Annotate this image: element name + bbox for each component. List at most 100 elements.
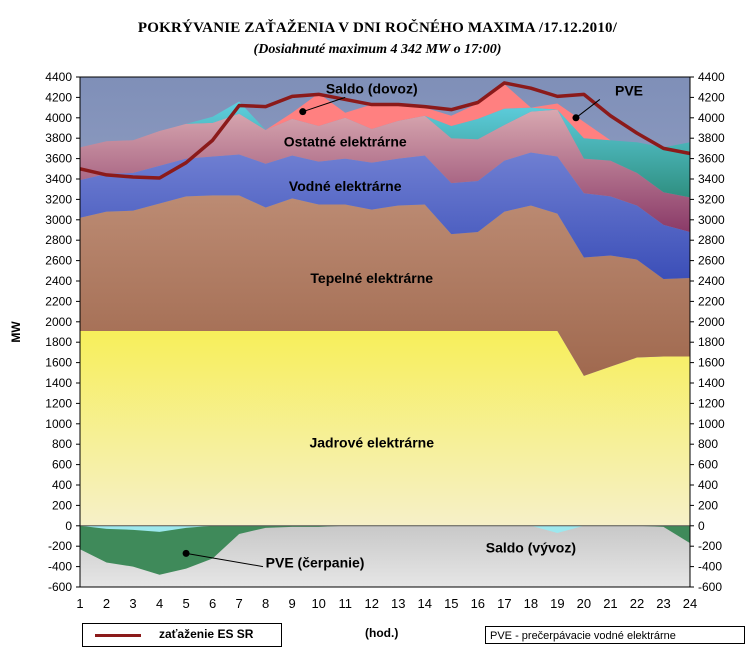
leader-pumping	[186, 552, 264, 568]
y-tick-right: 600	[698, 458, 718, 472]
y-tick-left: 1600	[45, 356, 72, 370]
x-tick-label: 5	[182, 596, 189, 611]
x-tick-label: 8	[262, 596, 269, 611]
leader-pve-dot	[572, 114, 580, 122]
y-tick-right: 3200	[698, 192, 725, 206]
label-other: Ostatné elektrárne	[284, 133, 407, 149]
plot-border	[79, 76, 691, 588]
leader-import-dot	[299, 108, 307, 116]
y-tick-left: -400	[48, 560, 72, 574]
y-tick-right: 2800	[698, 233, 725, 247]
x-tick-label: 7	[236, 596, 243, 611]
label-nuclear: Jadrové elektrárne	[309, 434, 434, 450]
y-tick-right: 1400	[698, 376, 725, 390]
y-tick-left: 3800	[45, 131, 72, 145]
y-tick-right: 3800	[698, 131, 725, 145]
y-tick-right: 2000	[698, 315, 725, 329]
leader-pumping-dot	[182, 549, 190, 557]
y-tick-right: 1200	[698, 396, 725, 410]
y-tick-left: 3400	[45, 172, 72, 186]
chart-subtitle: (Dosiahnuté maximum 4 342 MW o 17:00)	[253, 42, 502, 57]
label-export: Saldo (vývoz)	[486, 539, 576, 555]
y-tick-left: 0	[65, 519, 72, 533]
x-tick-label: 21	[603, 596, 617, 611]
y-tick-left: 3600	[45, 152, 72, 166]
legend-load-swatch	[95, 634, 141, 637]
y-axis-label: MW	[9, 321, 23, 343]
x-tick-label: 23	[656, 596, 670, 611]
y-tick-right: 2600	[698, 254, 725, 268]
x-tick-label: 15	[444, 596, 458, 611]
y-tick-left: 4200	[45, 90, 72, 104]
chart-title: POKRÝVANIE ZAŤAŽENIA V DNI ROČNÉHO MAXIM…	[137, 20, 618, 36]
x-tick-label: 17	[497, 596, 511, 611]
load-line	[79, 81, 691, 180]
label-thermal: Tepelné elektrárne	[310, 270, 433, 286]
y-tick-left: 3000	[45, 213, 72, 227]
y-tick-left: -200	[48, 539, 72, 553]
y-tick-left: 2800	[45, 233, 72, 247]
y-tick-left: 2000	[45, 315, 72, 329]
x-tick-label: 22	[630, 596, 644, 611]
area-thermal	[80, 195, 690, 376]
y-tick-left: 2600	[45, 254, 72, 268]
leader-import	[302, 96, 346, 113]
y-tick-left: 1200	[45, 396, 72, 410]
label-pve: PVE	[615, 82, 643, 98]
y-tick-left: 4000	[45, 111, 72, 125]
label-hydro: Vodné elektrárne	[289, 178, 402, 194]
y-tick-right: 2200	[698, 294, 725, 308]
x-tick-label: 2	[103, 596, 110, 611]
y-tick-right: 4200	[698, 90, 725, 104]
x-tick-label: 12	[365, 596, 379, 611]
area-other	[80, 109, 690, 233]
legend: zaťaženie ES SR	[82, 623, 282, 647]
y-tick-left: 200	[52, 498, 72, 512]
legend-load-label: zaťaženie ES SR	[159, 627, 254, 641]
y-tick-right: 800	[698, 437, 718, 451]
x-tick-label: 10	[311, 596, 325, 611]
y-tick-right: 1600	[698, 356, 725, 370]
x-tick-label: 6	[209, 596, 216, 611]
y-tick-left: 1400	[45, 376, 72, 390]
y-tick-left: 4400	[45, 70, 72, 84]
y-tick-right: 3000	[698, 213, 725, 227]
area-hydro	[80, 152, 690, 279]
label-import: Saldo (dovoz)	[326, 80, 418, 96]
x-tick-label: 13	[391, 596, 405, 611]
x-tick-label: 24	[683, 596, 697, 611]
x-tick-label: 4	[156, 596, 163, 611]
y-tick-right: 4000	[698, 111, 725, 125]
y-tick-left: 1000	[45, 417, 72, 431]
x-tick-label: 3	[129, 596, 136, 611]
y-tick-right: 200	[698, 498, 718, 512]
y-tick-right: 4400	[698, 70, 725, 84]
x-tick-label: 20	[577, 596, 591, 611]
area-pve-pumping	[80, 525, 690, 575]
y-tick-right: 400	[698, 478, 718, 492]
y-tick-right: 1000	[698, 417, 725, 431]
area-import	[80, 84, 690, 148]
y-tick-left: 3200	[45, 192, 72, 206]
y-tick-right: 3400	[698, 172, 725, 186]
x-tick-label: 16	[471, 596, 485, 611]
y-tick-left: 800	[52, 437, 72, 451]
y-tick-right: -600	[698, 580, 722, 594]
y-tick-left: 400	[52, 478, 72, 492]
x-tick-label: 9	[289, 596, 296, 611]
y-tick-left: -600	[48, 580, 72, 594]
x-axis-unit: (hod.)	[365, 626, 399, 640]
y-tick-right: -200	[698, 539, 722, 553]
x-tick-label: 11	[338, 596, 352, 611]
y-tick-right: 1800	[698, 335, 725, 349]
x-tick-label: 1	[76, 596, 83, 611]
area-export	[80, 525, 690, 533]
y-tick-left: 2400	[45, 274, 72, 288]
area-nuclear	[80, 330, 690, 526]
y-tick-left: 2200	[45, 294, 72, 308]
y-tick-right: 2400	[698, 274, 725, 288]
x-tick-label: 18	[524, 596, 538, 611]
y-tick-right: 0	[698, 519, 705, 533]
y-tick-left: 600	[52, 458, 72, 472]
